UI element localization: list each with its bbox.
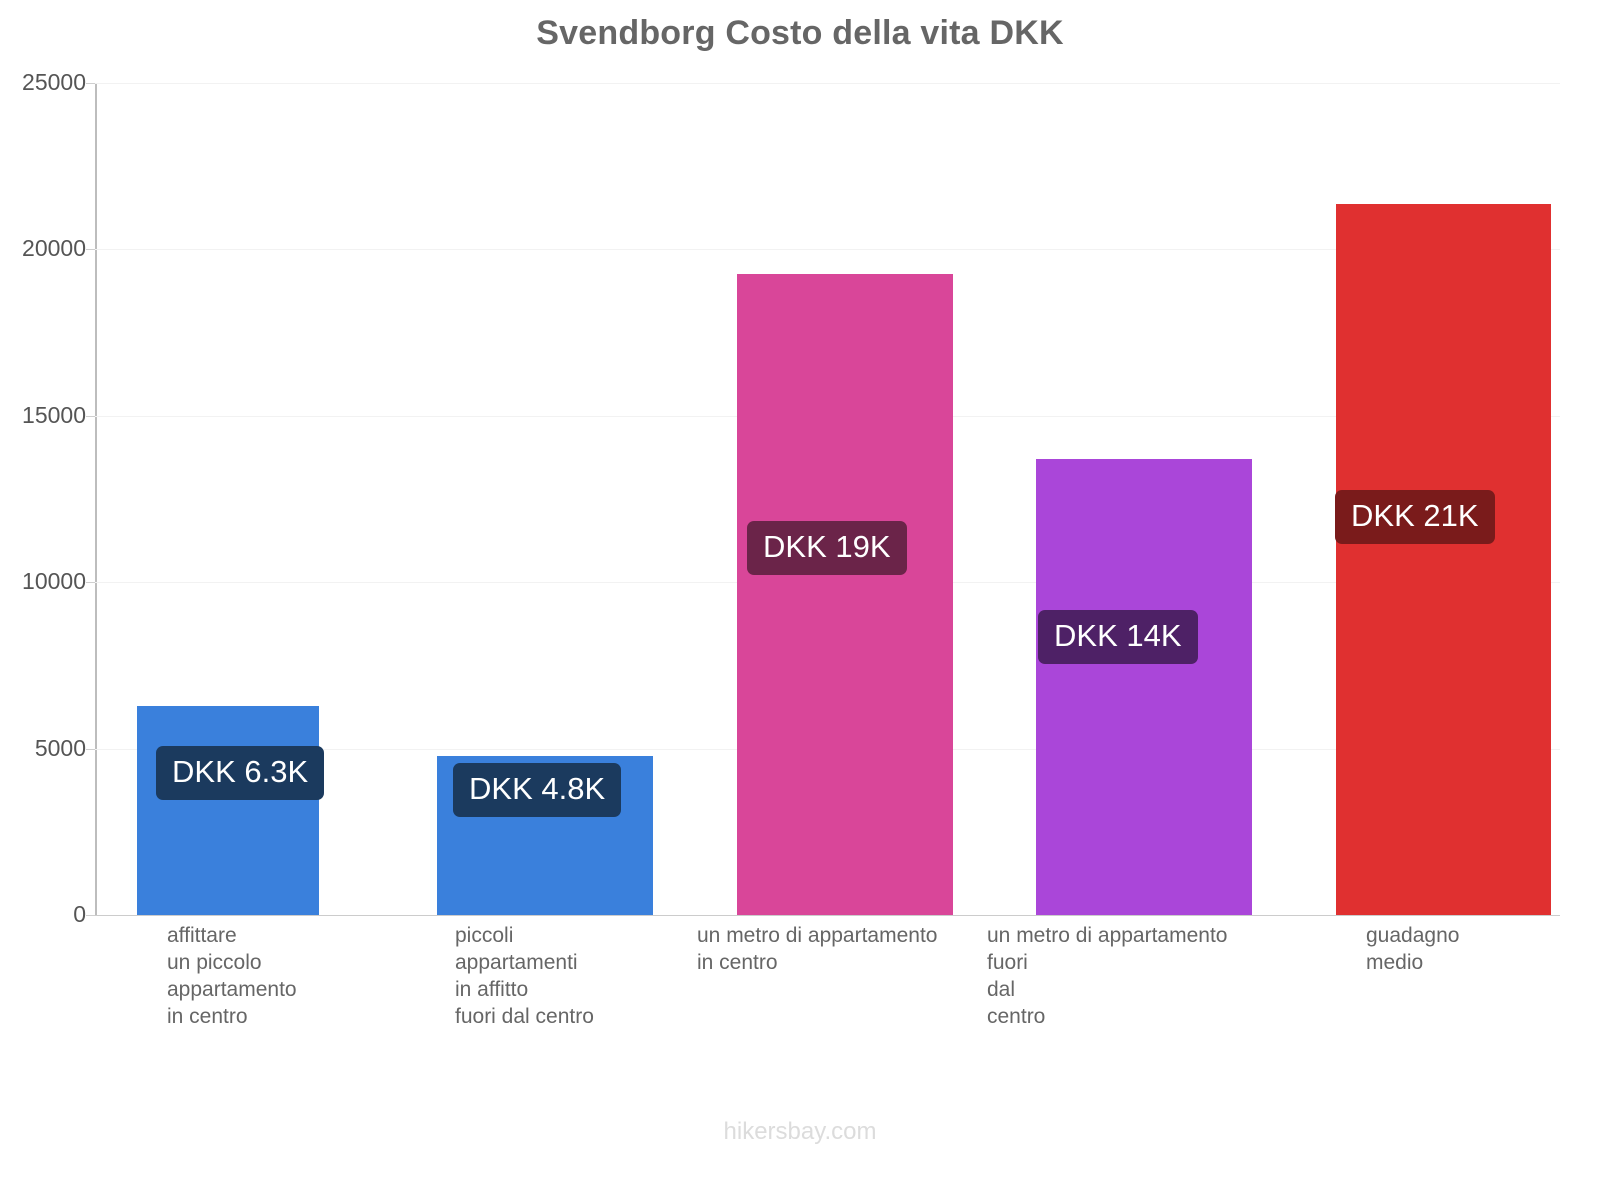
bar-value-label: DKK 21K [1335, 490, 1495, 544]
y-axis-tick-mark [86, 582, 95, 584]
bar[interactable] [137, 706, 319, 915]
y-axis-tick-label: 10000 [22, 568, 86, 595]
gridline [95, 83, 1560, 84]
y-axis-tick-mark [86, 915, 95, 916]
bar-value-label: DKK 14K [1038, 610, 1198, 664]
bar[interactable] [1336, 204, 1551, 915]
chart-title: Svendborg Costo della vita DKK [536, 14, 1064, 52]
bar[interactable] [1036, 459, 1252, 915]
y-axis-tick-mark [86, 415, 95, 417]
gridline [95, 915, 1560, 916]
y-axis-tick-mark [86, 748, 95, 750]
x-axis-category-label: affittare un piccolo appartamento in cen… [167, 924, 297, 1028]
y-axis-tick-mark [86, 249, 95, 251]
x-axis-category-label: un metro di appartamento in centro [697, 924, 938, 974]
y-axis-tick-label: 15000 [22, 401, 86, 428]
bar-value-label: DKK 6.3K [156, 746, 325, 800]
y-axis-tick-label: 20000 [22, 235, 86, 262]
gridline [95, 249, 1560, 251]
bar[interactable] [737, 274, 953, 915]
bar-value-label: DKK 4.8K [453, 763, 622, 817]
y-axis-tick-label: 0 [73, 901, 86, 927]
y-axis-tick-label: 25000 [22, 69, 86, 95]
x-axis-category-label: un metro di appartamento fuori dal centr… [987, 924, 1228, 1028]
footer-watermark: hikersbay.com [723, 1118, 877, 1145]
bar-value-label: DKK 19K [747, 521, 907, 575]
x-axis-category-label: piccoli appartamenti in affitto fuori da… [455, 924, 594, 1028]
x-axis-category-label: guadagno medio [1366, 924, 1460, 974]
y-axis-line [95, 83, 97, 916]
y-axis-tick-label: 5000 [34, 734, 86, 761]
y-axis-tick-mark [86, 83, 95, 84]
